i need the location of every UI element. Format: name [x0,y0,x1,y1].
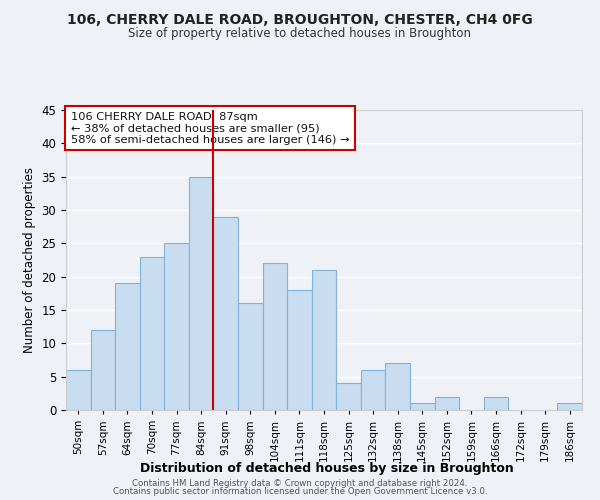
Bar [312,270,336,410]
Bar [115,284,140,410]
Bar [410,404,434,410]
Text: Contains public sector information licensed under the Open Government Licence v3: Contains public sector information licen… [113,487,487,496]
Bar [263,264,287,410]
Bar [91,330,115,410]
Bar [189,176,214,410]
Text: Size of property relative to detached houses in Broughton: Size of property relative to detached ho… [128,28,472,40]
Y-axis label: Number of detached properties: Number of detached properties [23,167,36,353]
Text: Distribution of detached houses by size in Broughton: Distribution of detached houses by size … [140,462,514,475]
Bar [557,404,582,410]
Bar [484,396,508,410]
Bar [336,384,361,410]
Bar [238,304,263,410]
Bar [385,364,410,410]
Bar [214,216,238,410]
Text: Contains HM Land Registry data © Crown copyright and database right 2024.: Contains HM Land Registry data © Crown c… [132,478,468,488]
Bar [287,290,312,410]
Text: 106, CHERRY DALE ROAD, BROUGHTON, CHESTER, CH4 0FG: 106, CHERRY DALE ROAD, BROUGHTON, CHESTE… [67,12,533,26]
Bar [140,256,164,410]
Text: 106 CHERRY DALE ROAD: 87sqm
← 38% of detached houses are smaller (95)
58% of sem: 106 CHERRY DALE ROAD: 87sqm ← 38% of det… [71,112,350,144]
Bar [361,370,385,410]
Bar [434,396,459,410]
Bar [66,370,91,410]
Bar [164,244,189,410]
